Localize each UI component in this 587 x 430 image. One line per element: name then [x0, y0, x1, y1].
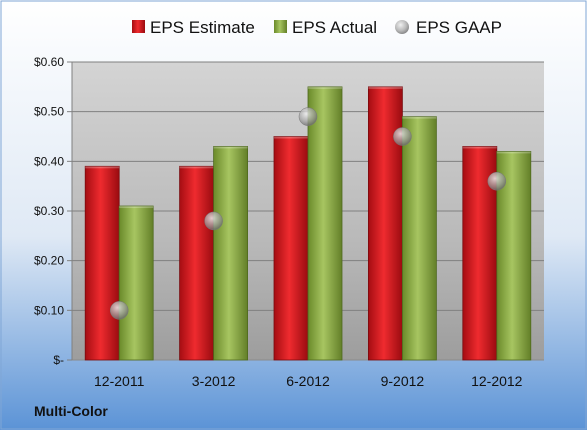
point-eps-gaap [298, 107, 318, 126]
y-tick-label: $0.50 [34, 105, 64, 119]
x-tick-label: 12-2012 [471, 373, 523, 389]
bar-highlight-eps-actual [308, 86, 342, 89]
legend-label-eps-gaap: EPS GAAP [416, 18, 502, 37]
x-tick-label: 9-2012 [381, 373, 425, 389]
x-tick-label: 3-2012 [192, 373, 236, 389]
bar-eps-estimate [273, 136, 309, 361]
y-tick-label: $0.20 [34, 254, 64, 268]
legend-swatch-eps-estimate [132, 20, 145, 33]
y-tick-label: $- [53, 353, 64, 367]
point-eps-gaap [487, 171, 507, 191]
legend-swatch-eps-gaap [395, 20, 409, 34]
bar-highlight-eps-actual [119, 206, 154, 209]
legend-label-eps-estimate: EPS Estimate [150, 18, 255, 37]
y-axis-ticks: $- $0.10 $0.20 $0.30 $0.40 $0.50 $0.60 [34, 55, 64, 367]
point-eps-gaap [204, 211, 223, 231]
bar-highlight-eps-actual [402, 116, 437, 119]
legend-label-eps-actual: EPS Actual [292, 18, 377, 37]
x-axis-ticks: 12-2011 3-2012 6-2012 9-2012 12-2012 [94, 373, 523, 389]
bar-highlight-eps-estimate [179, 166, 214, 169]
bar-highlight-eps-actual [496, 151, 531, 154]
bar-highlight-eps-estimate [462, 146, 497, 149]
bar-highlight-eps-actual [213, 146, 248, 149]
y-tick-label: $0.10 [34, 303, 64, 317]
bars [84, 86, 532, 361]
bar-highlight-eps-estimate [274, 136, 308, 139]
bar-highlight-eps-estimate [85, 166, 120, 169]
point-eps-gaap [109, 301, 129, 320]
bar-eps-estimate [179, 165, 215, 361]
bar-eps-estimate [367, 86, 403, 361]
x-tick-label: 6-2012 [286, 373, 330, 389]
bar-eps-actual [118, 205, 154, 361]
legend-swatch-eps-actual [274, 20, 287, 33]
legend: EPS Estimate EPS Actual EPS GAAP [132, 18, 502, 37]
y-tick-label: $0.40 [34, 154, 64, 168]
bar-eps-actual [307, 86, 343, 361]
bar-eps-actual [401, 116, 437, 361]
y-tick-label: $0.30 [34, 204, 64, 218]
bar-eps-actual [213, 146, 249, 361]
x-tick-label: 12-2011 [94, 373, 145, 389]
y-tick-label: $0.60 [34, 55, 64, 69]
bar-highlight-eps-estimate [368, 86, 403, 89]
point-eps-gaap [393, 127, 412, 146]
bar-eps-estimate [84, 165, 120, 361]
company-label: Multi-Color [34, 403, 108, 419]
